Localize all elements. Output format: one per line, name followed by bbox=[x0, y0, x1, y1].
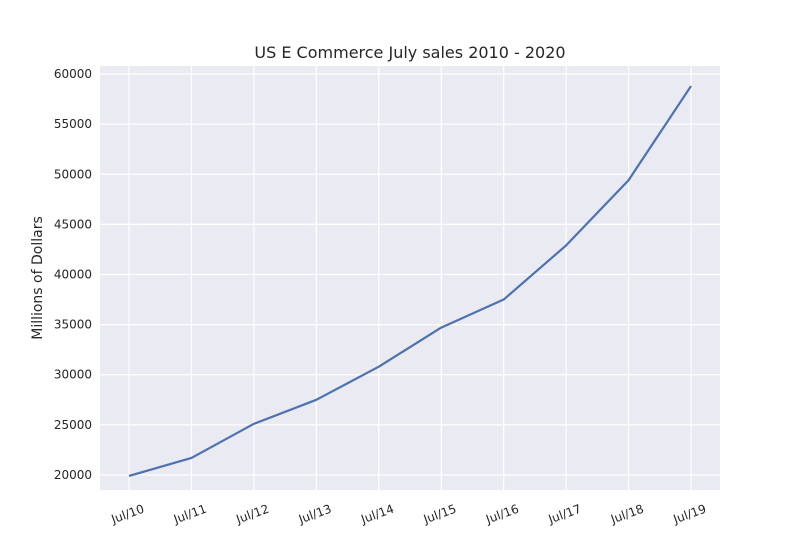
y-tick-label: 40000 bbox=[54, 267, 92, 281]
x-tick-label: Jul/11 bbox=[171, 502, 208, 527]
plot-area bbox=[100, 66, 720, 490]
series-line bbox=[128, 85, 692, 478]
y-tick-label: 35000 bbox=[54, 318, 92, 332]
x-tick-label: Jul/15 bbox=[421, 502, 458, 527]
x-tick-label: Jul/10 bbox=[109, 502, 146, 527]
y-axis: 20000 25000 30000 35000 40000 45000 50000 55000… bbox=[54, 67, 92, 482]
y-tick-label: 60000 bbox=[54, 67, 92, 81]
x-tick-label: Jul/13 bbox=[296, 502, 333, 527]
y-tick-label: 55000 bbox=[54, 117, 92, 131]
y-tick-label: 30000 bbox=[54, 368, 92, 382]
x-tick-label: Jul/18 bbox=[608, 502, 645, 527]
x-tick-label: Jul/16 bbox=[483, 502, 520, 527]
grid bbox=[100, 66, 720, 490]
series bbox=[128, 85, 692, 478]
y-tick-label: 20000 bbox=[54, 468, 92, 482]
x-tick-label: Jul/17 bbox=[546, 502, 583, 527]
x-axis: Jul/10 Jul/11 Jul/12 Jul/13 Jul/14 Jul/15 Jul/… bbox=[109, 502, 708, 527]
y-tick-label: 45000 bbox=[54, 217, 92, 231]
x-tick-label: Jul/12 bbox=[233, 502, 270, 527]
x-tick-label: Jul/19 bbox=[671, 502, 708, 527]
x-tick-label: Jul/14 bbox=[358, 502, 395, 527]
chart-title: US E Commerce July sales 2010 - 2020 bbox=[254, 43, 565, 62]
y-tick-label: 25000 bbox=[54, 418, 92, 432]
y-axis-label: Millions of Dollars bbox=[30, 216, 46, 340]
y-tick-label: 50000 bbox=[54, 167, 92, 181]
